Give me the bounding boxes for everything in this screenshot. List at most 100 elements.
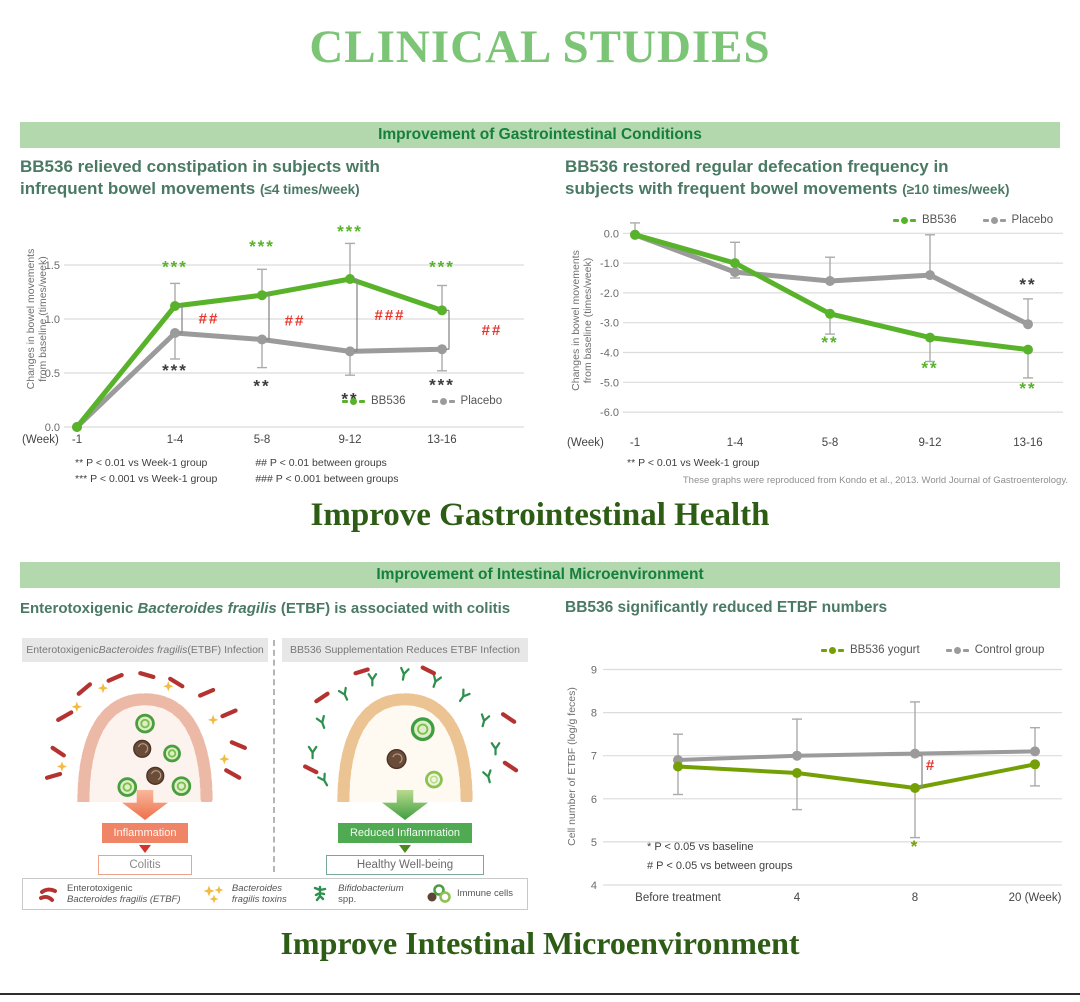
placebo-series-marker — [982, 216, 1006, 224]
svg-text:##: ## — [199, 310, 220, 327]
svg-text:8: 8 — [912, 892, 918, 904]
footnote-asterisks: ** P < 0.01 vs Week-1 group *** P < 0.00… — [75, 457, 218, 486]
legend-item-etbf: Enterotoxigenic Bacteroides fragilis (ETB… — [37, 883, 181, 906]
etbf-diagram-subtitle: Enterotoxigenic Bacteroides fragilis (ET… — [20, 600, 510, 617]
banner-microenvironment-label: Improvement of Intestinal Microenvironme… — [376, 566, 704, 583]
bb536-supplementation-panel-header: BB536 Supplementation Reduces ETBF Infec… — [282, 638, 528, 662]
svg-text:Cell number of ETBF (log/g fec: Cell number of ETBF (log/g feces) — [566, 687, 578, 846]
svg-text:Changes in bowel movementsfrom: Changes in bowel movementsfrom baseline … — [570, 250, 594, 391]
legend-label: BB536 yogurt — [850, 644, 920, 656]
svg-text:***: *** — [162, 258, 188, 277]
svg-text:9: 9 — [591, 665, 597, 677]
healthy-wellbeing-label: Healthy Well-being — [325, 855, 485, 875]
constipation-chart-title: BB536 relieved constipation in subjects … — [20, 156, 555, 200]
svg-text:**: ** — [821, 333, 838, 352]
defecation-chart-legend: BB536 Placebo — [893, 214, 1053, 226]
immune-cells — [386, 717, 443, 789]
bb536-yogurt-series-marker — [821, 646, 844, 654]
svg-text:**: ** — [1019, 379, 1036, 398]
svg-text:5-8: 5-8 — [254, 434, 271, 446]
bb536-series-marker — [893, 216, 916, 224]
svg-text:6: 6 — [591, 794, 597, 806]
footnote-hashes: ## P < 0.01 between groups ### P < 0.001… — [255, 457, 399, 486]
etbf-chart-block: 4 5 6 7 8 9 Before treatment 4 8 20 (Week) # * Cell … — [565, 640, 1070, 905]
svg-text:13-16: 13-16 — [1013, 437, 1042, 449]
legend-label: Bifidobacterium spp. — [338, 882, 404, 905]
subtitle-part: (ETBF) is associated with colitis — [276, 600, 511, 617]
svg-text:-1: -1 — [630, 437, 640, 449]
legend-label: Bacteroides fragilis toxins — [231, 882, 287, 905]
etbf-reduction-chart: 4 5 6 7 8 9 Before treatment 4 8 20 (Week) # * Cell … — [566, 665, 1062, 904]
svg-text:***: *** — [162, 361, 188, 380]
svg-text:4: 4 — [794, 892, 801, 904]
subtitle-part-italic: Bacteroides fragilis — [137, 600, 277, 617]
svg-text:##: ## — [285, 313, 306, 330]
legend-item-placebo: Placebo — [982, 214, 1054, 226]
svg-text:0.5: 0.5 — [45, 368, 60, 380]
panel-divider — [273, 640, 275, 872]
bifidobacterium-icon — [313, 885, 327, 902]
svg-text:***: *** — [429, 258, 455, 277]
svg-text:**: ** — [1019, 275, 1036, 294]
legend-item-bb536: BB536 — [893, 214, 957, 226]
svg-text:13-16: 13-16 — [427, 434, 456, 446]
etbf-infection-panel: Enterotoxigenic Bacteroides fragilis (ET… — [22, 638, 268, 875]
svg-text:(Week): (Week) — [567, 437, 604, 449]
legend-item-toxins: Bacteroides fragilis toxins — [202, 883, 287, 906]
section1-heading: Improve Gastrointestinal Health — [310, 497, 770, 533]
banner-gastrointestinal: Improvement of Gastrointestinal Conditio… — [20, 122, 1060, 148]
etbf-chart-subtitle: BB536 significantly reduced ETBF numbers — [565, 599, 888, 616]
svg-text:**: ** — [253, 376, 270, 395]
immune-cells-icon — [427, 884, 451, 903]
svg-text:###: ### — [374, 307, 405, 324]
svg-text:9-12: 9-12 — [918, 437, 941, 449]
legend-label: Immune cells — [457, 888, 513, 900]
banner-microenvironment: Improvement of Intestinal Microenvironme… — [20, 562, 1060, 588]
placebo-series-marker — [431, 397, 455, 405]
etbf-rods — [44, 671, 247, 780]
svg-text:4: 4 — [591, 880, 597, 892]
etbf-infection-panel-header: Enterotoxigenic Bacteroides fragilis (ET… — [22, 638, 268, 662]
svg-text:7: 7 — [591, 751, 597, 763]
svg-text:Changes in bowel movementsfrom: Changes in bowel movementsfrom baseline … — [25, 249, 49, 390]
significance-footnote-chart2: ** P < 0.01 vs Week-1 group — [627, 457, 760, 469]
svg-text:##: ## — [482, 322, 503, 339]
svg-text:8: 8 — [591, 708, 597, 720]
svg-text:(Week): (Week) — [22, 434, 59, 446]
header-part: Enterotoxigenic — [26, 644, 99, 656]
legend-label: Enterotoxigenic Bacteroides fragilis (ETB… — [67, 882, 181, 905]
svg-text:***: *** — [337, 222, 363, 241]
defecation-chart-title-paren: (≥10 times/week) — [902, 181, 1010, 197]
svg-text:***: *** — [249, 237, 275, 256]
constipation-chart-title-paren: (≤4 times/week) — [259, 181, 360, 197]
svg-text:5: 5 — [591, 837, 597, 849]
significance-footnotes-chart1: ** P < 0.01 vs Week-1 group *** P < 0.00… — [75, 455, 398, 488]
legend-item-bb536-yogurt: BB536 yogurt — [821, 644, 920, 656]
header-part-italic: Bacteroides fragilis — [98, 644, 188, 656]
svg-text:-5.0: -5.0 — [600, 377, 619, 389]
diagram-legend: Enterotoxigenic Bacteroides fragilis (ETB… — [22, 878, 528, 910]
legend-label: Placebo — [1011, 214, 1054, 226]
down-arrow-icon — [399, 845, 411, 853]
legend-label: Placebo — [460, 395, 503, 407]
svg-text:-1.0: -1.0 — [600, 258, 619, 270]
etbf-chart-legend: BB536 yogurt Control group — [821, 644, 1044, 656]
bb536-supplementation-panel: BB536 Supplementation Reduces ETBF Infec… — [282, 638, 528, 875]
svg-text:#: # — [926, 757, 936, 774]
control-series-marker — [945, 646, 969, 654]
bb536-series-marker — [342, 397, 365, 405]
svg-text:-3.0: -3.0 — [600, 318, 619, 330]
svg-text:-6.0: -6.0 — [600, 407, 619, 419]
colitis-label: Colitis — [98, 855, 192, 875]
header-part: BB536 Supplementation Reduces ETBF Infec… — [290, 644, 520, 656]
svg-text:0.0: 0.0 — [604, 228, 619, 240]
reduced-inflammation-label: Reduced Inflammation — [337, 823, 473, 843]
defecation-chart: 0.0 -1.0 -2.0 -3.0 -4.0 -5.0 -6.0 (Week) -1 1-4 5-… — [567, 222, 1063, 449]
svg-text:20 (Week): 20 (Week) — [1009, 892, 1062, 904]
svg-text:***: *** — [429, 375, 455, 394]
svg-text:1.5: 1.5 — [45, 260, 60, 272]
inflammation-label: Inflammation — [101, 823, 189, 843]
legend-item-control: Control group — [945, 644, 1044, 656]
svg-text:0.0: 0.0 — [45, 422, 60, 434]
etbf-rods — [303, 665, 519, 775]
